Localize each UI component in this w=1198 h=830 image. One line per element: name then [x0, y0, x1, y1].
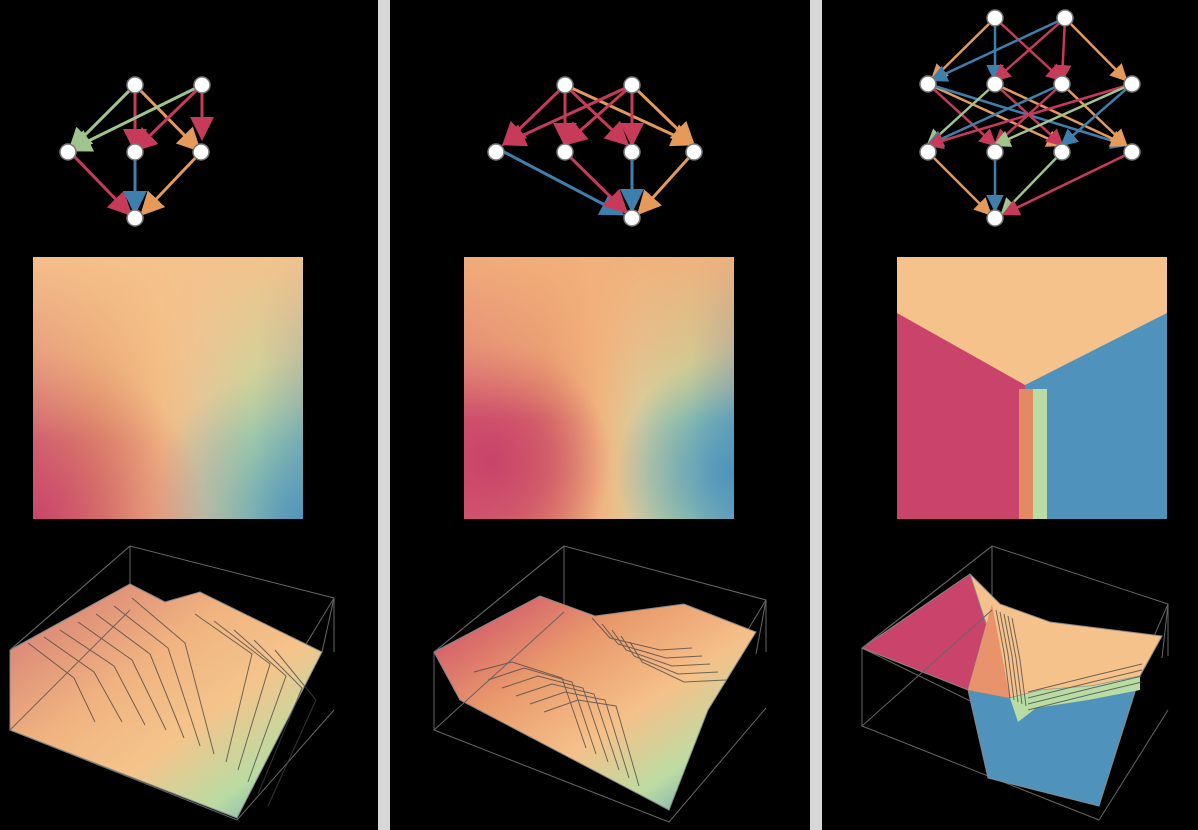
panel-1 — [0, 0, 378, 830]
hasse-graph — [919, 9, 1141, 227]
heatmap-3 — [897, 257, 1167, 519]
heatmap-1 — [33, 257, 303, 519]
panel-3 — [822, 0, 1198, 830]
surface-plot-2 — [433, 545, 767, 823]
hasse-graph — [487, 76, 703, 227]
separator-1 — [378, 0, 390, 830]
panel-2 — [390, 0, 810, 830]
surface-plot-3 — [860, 545, 1169, 821]
surface-plot-1 — [9, 545, 335, 821]
heatmap-2 — [464, 257, 734, 519]
hasse-graph — [59, 76, 214, 227]
separator-2 — [810, 0, 822, 830]
